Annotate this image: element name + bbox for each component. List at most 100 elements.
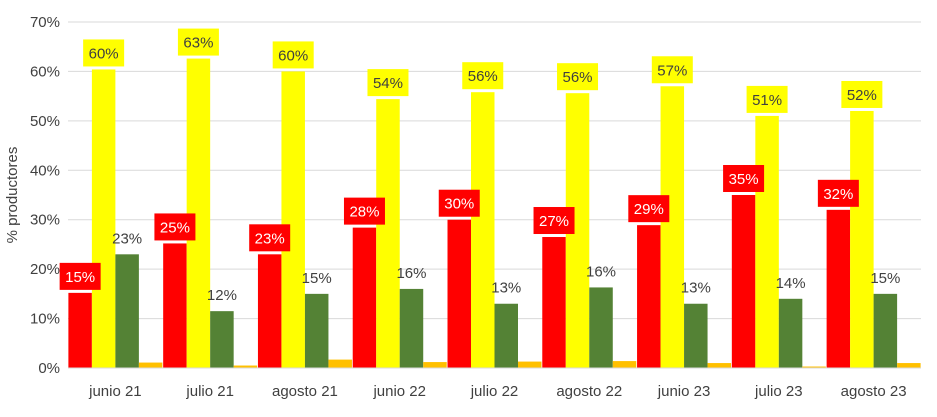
bar (115, 254, 139, 368)
data-label-box (272, 41, 314, 69)
bar (163, 243, 187, 368)
data-label: 15% (870, 270, 900, 287)
y-tick-label: 50% (30, 113, 60, 130)
bar (376, 99, 400, 368)
x-tick-label: julio 22 (470, 383, 519, 400)
data-label: 52% (847, 87, 877, 104)
bar (637, 225, 661, 368)
data-label-box (367, 69, 409, 97)
data-label-box (438, 189, 480, 217)
bar (897, 363, 921, 368)
bar (257, 254, 282, 368)
y-tick-label: 20% (30, 261, 60, 278)
data-label: 56% (468, 68, 498, 85)
data-label: 15% (65, 269, 95, 286)
y-tick-label: 30% (30, 212, 60, 229)
bar (850, 110, 874, 368)
data-label: 16% (396, 265, 426, 282)
bar (707, 363, 732, 368)
data-label-box (723, 165, 765, 192)
data-label-box (746, 85, 788, 113)
bar (423, 362, 447, 368)
y-axis-ticks: 0% 10% 20% 30% 40% 50% 60% 70% (30, 14, 60, 377)
bar (518, 361, 542, 368)
bar (328, 359, 352, 368)
data-label: 27% (539, 213, 569, 230)
bar (542, 237, 566, 368)
data-label: 13% (491, 280, 521, 297)
data-label: 30% (444, 196, 474, 213)
bars (68, 58, 921, 369)
x-tick-label: junio 21 (88, 383, 142, 400)
bar (233, 365, 258, 368)
data-label: 15% (302, 270, 332, 287)
data-label-box (817, 179, 859, 207)
x-tick-label: julio 21 (185, 383, 234, 400)
bar (494, 303, 518, 368)
x-tick-label: junio 23 (657, 383, 711, 400)
y-axis-label: % productores (4, 147, 21, 244)
data-label-box (154, 213, 196, 241)
x-tick-label: julio 23 (754, 383, 803, 400)
bar (471, 92, 495, 368)
data-label-box (557, 63, 599, 91)
data-label: 29% (634, 201, 664, 218)
bar (731, 195, 756, 368)
data-label: 13% (681, 280, 711, 297)
data-label-box (533, 207, 575, 235)
bar (565, 93, 590, 369)
data-label: 56% (563, 69, 593, 86)
bar (210, 311, 234, 368)
bar (684, 303, 708, 368)
bar (826, 209, 851, 368)
x-axis-ticks: junio 21 julio 21 agosto 21 junio 22 julio 2… (88, 383, 906, 400)
data-label: 51% (752, 92, 782, 109)
data-label-box (83, 39, 125, 67)
x-tick-label: junio 22 (372, 383, 426, 400)
data-label-box (462, 62, 504, 90)
y-tick-label: 60% (30, 63, 60, 80)
data-label-box (343, 197, 385, 225)
data-label: 60% (89, 45, 119, 62)
bar (447, 219, 471, 368)
data-label-box (249, 224, 291, 252)
data-label: 57% (657, 62, 687, 79)
y-tick-label: 0% (38, 360, 60, 377)
y-tick-label: 70% (30, 14, 60, 31)
data-label: 14% (776, 275, 806, 292)
data-label: 23% (255, 230, 285, 247)
x-tick-label: agosto 23 (841, 383, 907, 400)
bar (778, 298, 803, 368)
bar (186, 58, 211, 368)
data-label: 16% (586, 263, 616, 280)
data-label: 23% (112, 230, 142, 247)
data-label: 28% (349, 204, 379, 221)
bar (873, 293, 898, 368)
y-tick-label: 40% (30, 162, 60, 179)
bar (281, 71, 305, 368)
data-label-box (59, 262, 101, 290)
x-tick-label: agosto 21 (272, 383, 338, 400)
bar (352, 227, 377, 368)
data-label: 32% (823, 186, 853, 203)
data-label: 60% (278, 47, 308, 64)
data-label: 12% (207, 287, 237, 304)
data-label-box (651, 56, 693, 84)
bar (91, 69, 116, 369)
data-label: 35% (729, 171, 759, 188)
bar (399, 288, 424, 368)
bar (304, 293, 329, 368)
data-label-box (628, 195, 670, 223)
data-label: 54% (373, 75, 403, 92)
data-label: 25% (160, 219, 190, 236)
data-labels: 15% 60% 23% 25% 63% 12% 23% 60% 15% 28% 54% 16% 30% 5… (59, 28, 900, 304)
bar (612, 361, 637, 368)
y-tick-label: 10% (30, 311, 60, 328)
bar (589, 287, 613, 368)
x-tick-label: agosto 22 (556, 383, 622, 400)
bar (802, 366, 826, 368)
data-label-box (841, 80, 883, 108)
bar (138, 362, 163, 368)
